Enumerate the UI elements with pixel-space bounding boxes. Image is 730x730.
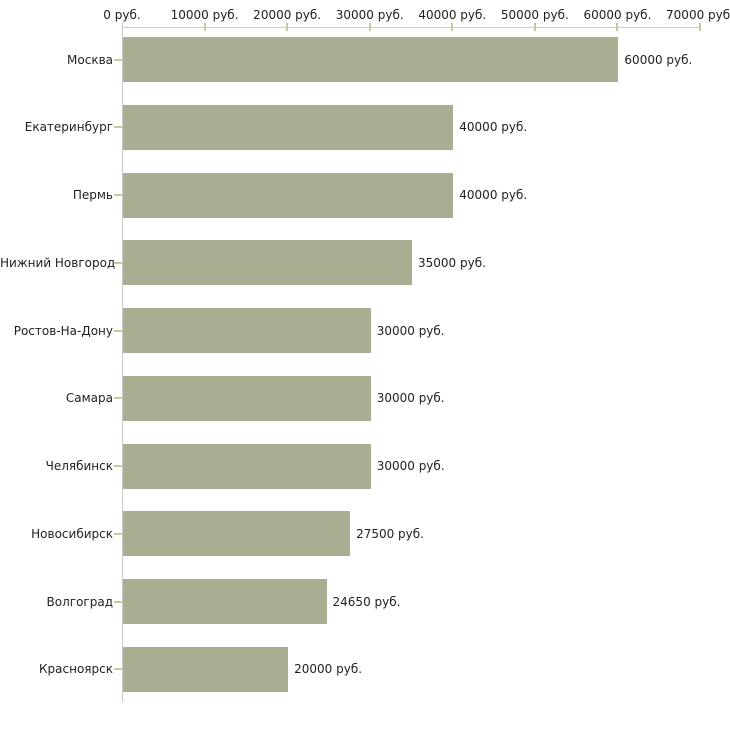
bar-10 [123, 646, 289, 692]
y-axis-tick [114, 194, 122, 196]
bar-1 [123, 37, 619, 82]
x-axis-line [122, 27, 700, 28]
x-axis-tick [616, 23, 619, 31]
value-label: 40000 руб. [459, 188, 528, 202]
bar-4 [123, 240, 412, 286]
value-label: 20000 руб. [294, 662, 363, 677]
x-axis-tick [368, 23, 371, 31]
x-axis-tick-label: 0 руб. [103, 8, 141, 22]
value-label: 30000 руб. [376, 323, 445, 338]
x-axis-tick-label: 60000 руб. [583, 8, 652, 22]
x-axis-tick [451, 23, 454, 31]
category-label: Челябинск [45, 459, 113, 473]
y-axis-tick [114, 532, 122, 535]
y-axis-tick [114, 465, 122, 467]
x-axis-tick-label: 30000 руб. [335, 8, 404, 22]
x-axis-tick-label: 10000 руб. [170, 8, 239, 22]
value-label: 24650 руб. [332, 594, 401, 609]
y-axis-tick [114, 397, 122, 400]
category-label: Самара [65, 391, 113, 406]
y-axis-tick [114, 58, 122, 61]
bar-8 [123, 511, 351, 557]
x-axis-tick-label: 20000 руб. [253, 8, 322, 22]
value-label: 30000 руб. [376, 459, 445, 473]
bar-6 [123, 375, 371, 421]
x-axis-tick [203, 23, 206, 31]
category-label: Новосибирск [31, 526, 113, 541]
value-label: 27500 руб. [356, 526, 424, 541]
value-label: 60000 руб. [624, 52, 693, 67]
y-axis-tick [114, 329, 122, 332]
bar-7 [123, 443, 371, 489]
y-axis-tick [114, 600, 122, 603]
x-axis-tick [533, 23, 536, 31]
y-axis-tick [114, 668, 122, 671]
category-label: Ростов-На-Дону [13, 323, 113, 338]
x-axis-tick [699, 23, 701, 31]
bar-9 [123, 579, 327, 624]
category-label: Москва [67, 52, 113, 67]
x-axis-tick-label: 70000 руб. [666, 8, 730, 22]
value-label: 35000 руб. [418, 255, 486, 270]
bar-2 [123, 104, 454, 150]
bar-3 [123, 172, 454, 218]
x-axis-tick-label: 50000 руб. [500, 8, 569, 22]
category-label: Красноярск [39, 662, 113, 677]
y-axis-line [122, 23, 123, 702]
value-label: 40000 руб. [459, 120, 528, 135]
category-label: Пермь [72, 188, 113, 202]
bar-5 [123, 308, 371, 353]
category-label: Нижний Новгород [0, 255, 116, 270]
category-label: Волгоград [46, 594, 113, 609]
y-axis-tick [114, 261, 122, 264]
x-axis-tick [286, 23, 289, 31]
x-axis-tick-label: 40000 руб. [418, 8, 487, 22]
value-label: 30000 руб. [376, 391, 445, 406]
category-label: Екатеринбург [24, 120, 113, 135]
y-axis-tick [114, 126, 122, 129]
